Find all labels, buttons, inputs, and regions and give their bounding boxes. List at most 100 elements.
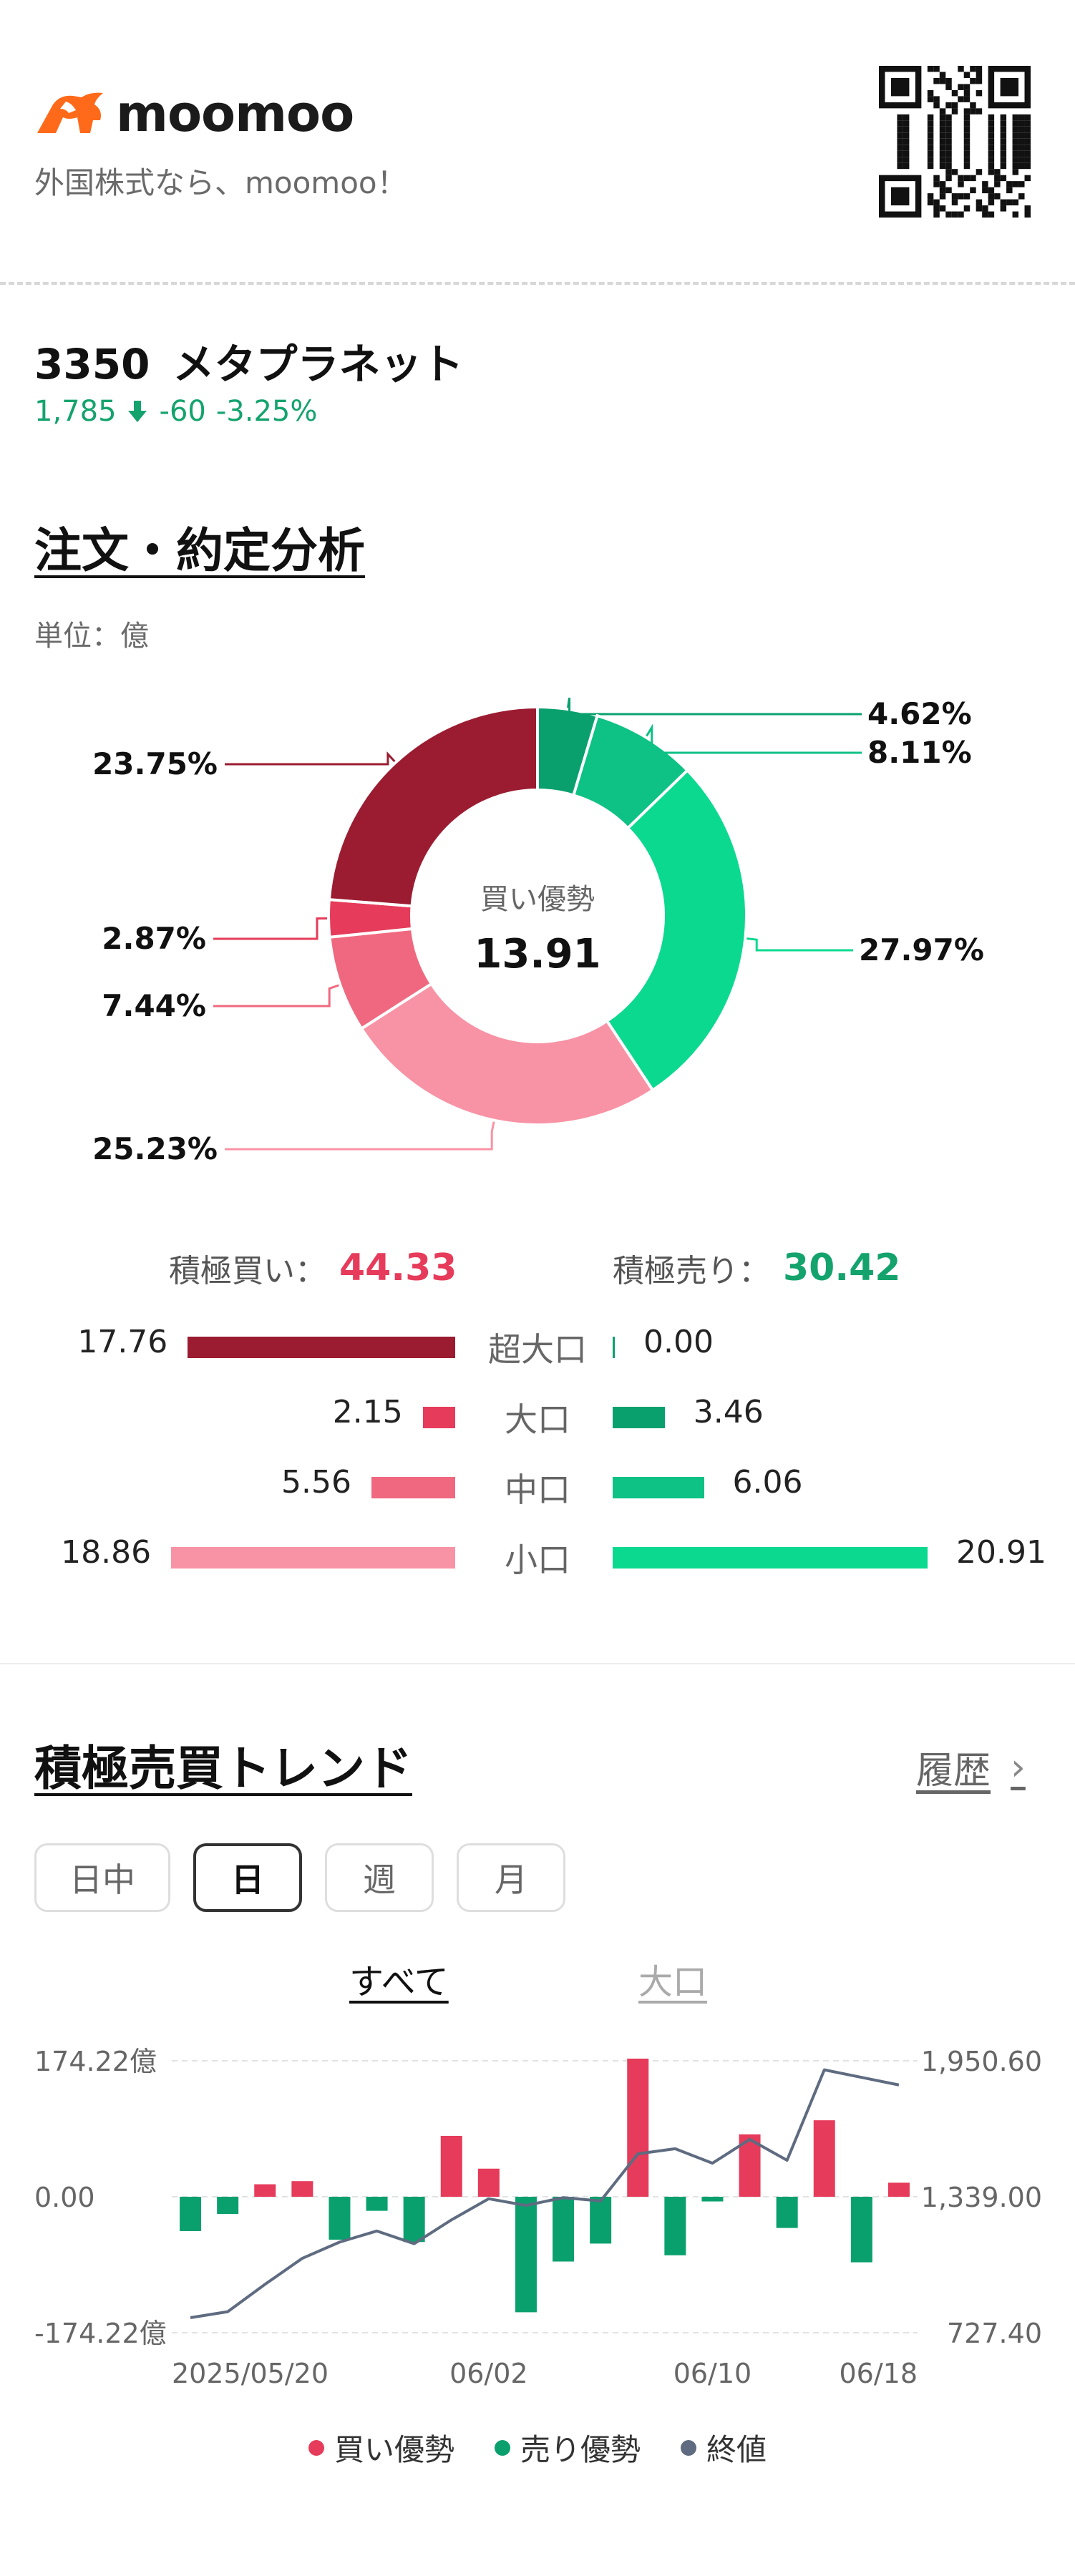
- buy-value: 5.56: [281, 1464, 352, 1501]
- net-flow-bar: [477, 2168, 500, 2197]
- legend-item: 買い優勢: [308, 2426, 454, 2469]
- net-flow-bar: [515, 2197, 537, 2313]
- donut-slice-label: 7.44%: [102, 988, 206, 1023]
- legend-item: 終値: [681, 2426, 767, 2469]
- net-flow-bar: [180, 2197, 202, 2231]
- filter-all[interactable]: すべて: [349, 1962, 449, 2002]
- tab-month[interactable]: 月: [457, 1843, 565, 1912]
- net-flow-bar: [329, 2197, 351, 2240]
- buy-value: 17.76: [77, 1324, 168, 1360]
- net-flow-bar: [627, 2058, 649, 2197]
- tab-intraday[interactable]: 日中: [34, 1843, 170, 1912]
- filter-large[interactable]: 大口: [638, 1962, 708, 2002]
- donut-leader-line: [567, 698, 862, 716]
- x-tick-label: 06/02: [449, 2358, 528, 2389]
- buy-bar: [422, 1407, 455, 1428]
- buy-bar: [171, 1547, 455, 1568]
- net-flow-bar: [217, 2197, 239, 2214]
- net-flow-bar: [887, 2182, 910, 2197]
- donut-leader-line: [213, 984, 339, 1008]
- legend-item: 売り優勢: [494, 2426, 641, 2469]
- sell-summary-value: 30.42: [783, 1246, 901, 1289]
- buy-summary-label: 積極買い：: [169, 1253, 326, 1289]
- close-price-line: [190, 2068, 900, 2319]
- y-left-tick: 174.22億: [34, 2046, 157, 2077]
- bull-logo-icon: [37, 92, 103, 133]
- net-flow-bar: [776, 2197, 798, 2228]
- donut-leader-line: [213, 917, 328, 940]
- category-label: 小口: [505, 1541, 570, 1579]
- stock-code: 3350: [34, 340, 150, 389]
- flow-row: 2.15 大口 3.46: [0, 1387, 1075, 1444]
- stock-change-pct: -3.25%: [215, 395, 318, 428]
- donut-chart: 4.62% 8.11% 27.97% 25.23% 7.44% 2.87% 23.75% 買い…: [92, 696, 984, 1166]
- tab-week[interactable]: 週: [325, 1843, 434, 1912]
- tagline: 外国株式なら、moomoo！: [34, 165, 407, 200]
- legend-dot-icon: [494, 2439, 510, 2456]
- stock-change: -60: [159, 395, 206, 428]
- donut-leader-line: [746, 937, 853, 952]
- trend-legend: 買い優勢 売り優勢 終値: [0, 2426, 1075, 2469]
- tab-day[interactable]: 日: [193, 1843, 302, 1912]
- buy-summary: 積極買い： 44.33: [169, 1245, 457, 1291]
- stock-name: メタプラネット: [172, 340, 464, 389]
- donut-leader-line: [225, 1121, 495, 1151]
- donut-slice-label: 25.23%: [92, 1131, 218, 1166]
- net-flow-bar: [850, 2197, 872, 2263]
- donut-slice-label: 4.62%: [867, 696, 972, 731]
- net-flow-bar: [254, 2184, 276, 2197]
- net-flow-bar: [291, 2181, 313, 2197]
- flow-row: 18.86 小口 20.91: [0, 1527, 1075, 1584]
- net-flow-bar: [813, 2120, 835, 2197]
- sell-summary-label: 積極売り：: [613, 1253, 770, 1289]
- donut-leader-line: [646, 723, 862, 754]
- y-left-tick: 0.00: [34, 2182, 95, 2213]
- history-label: 履歴: [916, 1750, 991, 1792]
- buy-bar: [371, 1477, 455, 1498]
- unit-label: 単位：億: [34, 620, 149, 653]
- donut-leader-line: [225, 751, 396, 766]
- section-title-order-analysis: 注文・約定分析: [34, 523, 365, 578]
- donut-slice-label: 27.97%: [859, 932, 984, 967]
- section-title-trend: 積極売買トレンド: [34, 1741, 412, 1796]
- sell-bar: [613, 1477, 704, 1498]
- section-divider: [0, 1663, 1075, 1664]
- stock-title: 3350 メタプラネット: [34, 331, 463, 391]
- arrow-down-icon: [127, 401, 147, 422]
- legend-label: 終値: [706, 2432, 767, 2467]
- flow-row: 17.76 超大口 0.00: [0, 1317, 1075, 1374]
- y-left-tick: -174.22億: [34, 2318, 167, 2349]
- stock-price: 1,785: [34, 395, 117, 428]
- donut-slice-label: 8.11%: [867, 735, 972, 770]
- qr-code-icon: [879, 66, 1031, 218]
- net-flow-bar: [440, 2135, 462, 2197]
- net-flow-bar: [664, 2197, 686, 2255]
- x-tick-label: 06/18: [839, 2358, 918, 2389]
- period-tabs: 日中 日 週 月: [34, 1843, 588, 1912]
- buy-summary-value: 44.33: [339, 1246, 457, 1289]
- sell-bar: [613, 1337, 615, 1358]
- chevron-right-icon: ›: [1011, 1745, 1026, 1789]
- sell-value: 20.91: [956, 1534, 1046, 1571]
- y-right-tick: 727.40: [947, 2318, 1042, 2349]
- donut-slice: [605, 768, 748, 1093]
- donut-center-value: 13.91: [474, 931, 600, 977]
- moomoo-logo: moomoo: [34, 84, 354, 143]
- donut-slice-label: 23.75%: [92, 746, 218, 781]
- sell-value: 0.00: [643, 1324, 714, 1360]
- sell-value: 6.06: [732, 1464, 803, 1501]
- stock-quote: 1,785 -60 -3.25%: [34, 395, 327, 428]
- donut-slice: [327, 705, 539, 908]
- sell-bar: [613, 1547, 928, 1568]
- legend-label: 買い優勢: [334, 2432, 454, 2467]
- donut-slice-label: 2.87%: [102, 921, 206, 956]
- legend-label: 売り優勢: [520, 2432, 641, 2467]
- net-flow-bar: [553, 2197, 575, 2262]
- net-flow-bar: [701, 2197, 724, 2202]
- category-label: 超大口: [488, 1330, 587, 1369]
- history-link[interactable]: 履歴 ›: [916, 1740, 1026, 1794]
- sell-summary: 積極売り： 30.42: [613, 1245, 900, 1291]
- buy-value: 2.15: [332, 1394, 403, 1430]
- x-tick-label: 06/10: [673, 2358, 752, 2389]
- sell-bar: [613, 1407, 665, 1428]
